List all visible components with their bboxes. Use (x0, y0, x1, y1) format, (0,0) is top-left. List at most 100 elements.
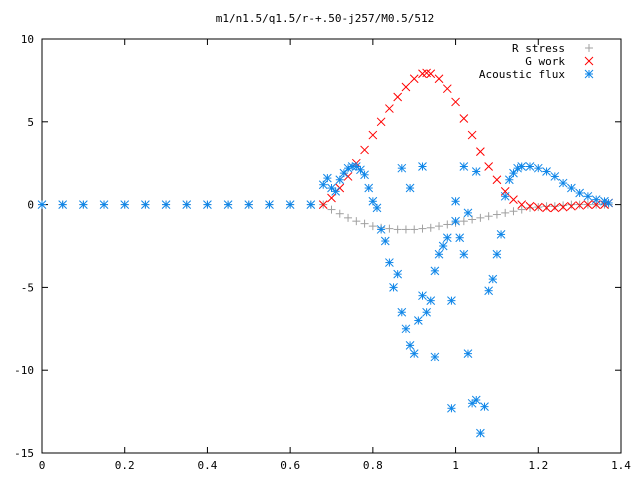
data-point (393, 92, 403, 102)
data-point (376, 117, 386, 127)
data-point (265, 200, 274, 209)
data-point (558, 202, 568, 212)
x-tick-label: 1.4 (611, 459, 631, 472)
data-point (496, 230, 506, 239)
data-point (393, 269, 403, 279)
data-point (459, 217, 468, 226)
data-point (426, 69, 436, 79)
data-point (344, 213, 353, 222)
data-point (360, 219, 369, 228)
data-point (517, 162, 527, 171)
data-point (418, 162, 427, 171)
data-point (525, 162, 535, 171)
data-point (559, 201, 568, 210)
data-point (435, 222, 444, 231)
data-point (542, 203, 551, 213)
data-point (455, 233, 465, 243)
data-point (484, 212, 493, 221)
data-point (526, 203, 535, 212)
x-tick-label: 1.2 (528, 459, 548, 472)
data-point (343, 172, 353, 181)
data-point (604, 198, 613, 208)
data-point (467, 130, 477, 140)
series-acoustic-flux (37, 162, 613, 438)
data-point (360, 170, 369, 180)
y-tick-label: -15 (14, 447, 34, 460)
data-point (567, 200, 576, 209)
data-point (533, 202, 543, 212)
data-point (438, 241, 448, 251)
x-tick-label: 0.2 (115, 459, 135, 472)
data-point (517, 205, 526, 214)
data-point (161, 200, 171, 209)
data-point (385, 224, 394, 233)
data-point (223, 200, 233, 209)
data-point (430, 352, 440, 362)
data-point (451, 97, 460, 107)
data-point (335, 175, 345, 185)
data-point (413, 316, 423, 325)
data-point (459, 162, 469, 171)
legend-marker (584, 69, 594, 79)
legend-label: Acoustic flux (479, 68, 565, 81)
data-point (567, 183, 576, 193)
data-point (426, 296, 436, 306)
data-point (376, 225, 386, 234)
data-point (351, 162, 361, 171)
data-point (405, 341, 415, 350)
data-point (471, 167, 481, 176)
data-point (591, 195, 601, 204)
data-point (443, 220, 452, 229)
legend-marker (585, 44, 593, 52)
data-point (368, 130, 378, 140)
data-point (331, 186, 340, 196)
x-tick-label: 0 (39, 459, 46, 472)
legend-marker (584, 56, 594, 66)
data-point (318, 180, 328, 190)
data-point (389, 283, 398, 292)
data-point (430, 266, 440, 276)
data-point (463, 208, 473, 218)
data-point (426, 223, 435, 232)
data-point (509, 207, 518, 216)
data-point (422, 307, 431, 317)
data-point (418, 224, 427, 233)
data-point (558, 178, 568, 188)
data-point (401, 225, 410, 234)
data-point (583, 191, 593, 201)
data-point (533, 163, 543, 173)
data-point (451, 216, 460, 226)
data-point (480, 402, 489, 411)
data-point (37, 200, 47, 209)
data-point (471, 395, 481, 405)
data-point (476, 213, 485, 222)
data-point (182, 200, 192, 209)
data-point (550, 172, 560, 181)
data-point (285, 200, 295, 209)
legend-label: G work (525, 55, 565, 68)
data-point (352, 217, 361, 226)
data-point (360, 145, 369, 155)
data-point (339, 168, 349, 178)
data-point (434, 74, 444, 84)
plot-frame (41, 38, 622, 454)
data-point (364, 183, 374, 193)
data-point (405, 183, 415, 193)
data-point (327, 183, 336, 193)
data-point (492, 210, 501, 219)
data-marks (37, 68, 613, 438)
y-tick-label: 10 (21, 33, 34, 46)
data-point (492, 249, 502, 259)
data-point (459, 114, 469, 123)
data-point (368, 196, 378, 206)
x-tick-label: 1 (452, 459, 459, 472)
y-tick-label: -5 (21, 281, 34, 294)
data-point (447, 296, 456, 306)
data-point (517, 200, 527, 209)
data-point (244, 200, 254, 209)
data-point (318, 200, 328, 209)
data-point (468, 215, 477, 224)
data-point (484, 286, 494, 296)
